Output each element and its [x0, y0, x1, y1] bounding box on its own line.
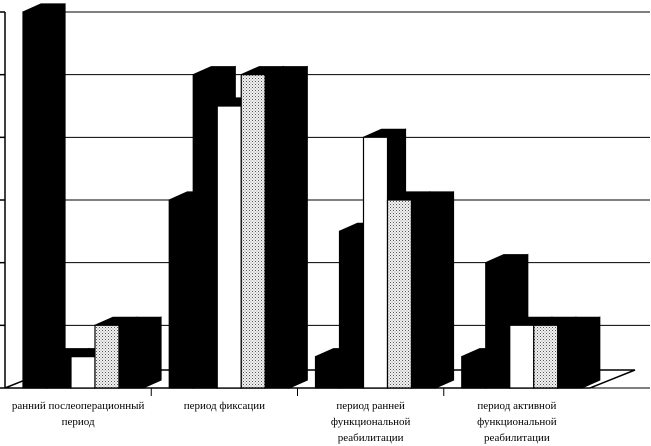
x-tick-label: ранний послеоперационный период — [11, 400, 145, 428]
x-tick-label: период фиксации — [183, 400, 266, 412]
bar — [118, 316, 162, 389]
x-tick-label: период ранней функциональной реабилитаци… — [330, 400, 411, 444]
bar — [22, 3, 66, 389]
x-tick-label: период активной функциональной реабилита… — [477, 400, 557, 444]
bar — [557, 316, 601, 389]
bar — [410, 191, 455, 389]
bar — [264, 65, 308, 389]
